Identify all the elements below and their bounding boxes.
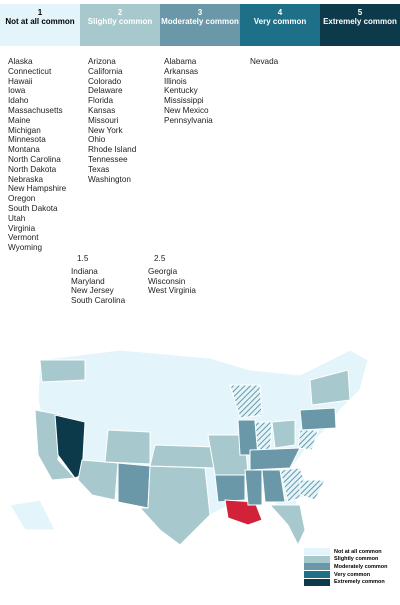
scale-number: 1 (37, 8, 43, 17)
state-name: Mississippi (164, 96, 204, 106)
legend-swatch (304, 578, 330, 586)
scale-label: Extremely common (323, 17, 397, 26)
state-name: Ohio (88, 135, 106, 145)
state-name: Arizona (88, 57, 116, 66)
legend-label: Extremely common (334, 579, 385, 586)
state-name: Maryland (71, 276, 105, 286)
scale-label: Slightly common (87, 17, 153, 26)
state-name: Delaware (88, 86, 123, 96)
state-column: 2.5 Georgia Wisconsin West Virginia (148, 254, 196, 296)
us-map (9, 349, 369, 547)
state-column: Arizona California Colorado Delaware Florida… (88, 57, 136, 184)
legend-label: Very common (334, 571, 371, 578)
scale-label: Not at all common (5, 17, 75, 26)
legend-item: Extremely common (304, 578, 387, 586)
legend-label: Slightly common (334, 556, 379, 563)
state-name: California (88, 66, 123, 76)
state-name: Alabama (164, 57, 197, 66)
state-name: Kansas (88, 105, 116, 115)
state-name: Virginia (8, 223, 36, 233)
group-number: 2.5 (154, 254, 166, 263)
legend-swatch (304, 563, 330, 571)
state-name: New Jersey (71, 286, 114, 296)
state-name: Arkansas (164, 66, 199, 76)
legend-swatch (304, 548, 330, 556)
state-name: Minnesota (8, 135, 46, 145)
state-name: New Mexico (164, 105, 209, 115)
state-name: Michigan (8, 125, 41, 135)
state-name: Indiana (71, 266, 98, 276)
state-name: Alaska (8, 57, 33, 66)
scale-box: 4 Very common (240, 4, 320, 46)
state-name: Florida (88, 96, 114, 106)
state-name: Pennsylvania (164, 115, 213, 125)
legend-label: Moderately common (334, 563, 388, 570)
legend-item: Moderately common (304, 563, 387, 571)
state-name: South Dakota (8, 203, 58, 213)
scale-number: 3 (197, 8, 203, 17)
legend-swatch (304, 571, 330, 579)
state-name: West Virginia (148, 286, 196, 296)
state-column: Alaska Connecticut Hawaii Iowa Idaho Massachu… (8, 57, 66, 253)
state-name: Missouri (88, 115, 119, 125)
scale-label: Moderately common (161, 17, 239, 26)
state-column: 1.5 Indiana Maryland New Jersey South Caroli… (71, 254, 125, 306)
scale-number: 2 (117, 8, 123, 17)
scale-box: 3 Moderately common (160, 4, 240, 46)
state-name: New York (88, 125, 123, 135)
state-name: Montana (8, 145, 40, 155)
state-name: Rhode Island (88, 145, 137, 155)
legend-item: Slightly common (304, 555, 387, 564)
state-name: Massachusetts (8, 105, 63, 115)
state-name: Connecticut (8, 66, 52, 76)
scale-number: 4 (277, 8, 283, 17)
state-name: South Carolina (71, 296, 126, 306)
state-name: Illinois (164, 76, 187, 86)
legend-label: Not at all common (334, 548, 382, 555)
state-name: North Carolina (8, 154, 61, 164)
state-name: Wisconsin (148, 276, 186, 286)
scale-header: 1 Not at all common 2 Slightly common 3 Moder… (0, 4, 400, 46)
state-name: Kentucky (164, 86, 198, 96)
state-name: Idaho (8, 96, 29, 106)
state-column: Alabama Arkansas Illinois Kentucky Mississip… (164, 57, 213, 126)
state-name: Texas (88, 164, 110, 174)
state-name: Wyoming (8, 243, 43, 253)
state-name: Utah (8, 213, 26, 223)
scale-number: 5 (357, 8, 363, 17)
state-name: Hawaii (8, 76, 33, 86)
state-name: Tennessee (88, 154, 128, 164)
state-name: Vermont (8, 233, 39, 243)
state-name: Washington (88, 174, 131, 184)
scale-box: 2 Slightly common (80, 4, 160, 46)
scale-label: Very common (253, 17, 307, 26)
state-name: Oregon (8, 194, 36, 204)
state-name: New Hampshire (8, 184, 67, 194)
legend-item: Very common (304, 571, 387, 579)
state-name: Nevada (250, 57, 279, 66)
scale-box: 5 Extremely common (320, 4, 400, 46)
state-column: Nevada (250, 57, 278, 67)
state-name: North Dakota (8, 164, 57, 174)
state-name: Colorado (88, 76, 122, 86)
state-name: Georgia (148, 266, 178, 276)
scale-box: 1 Not at all common (0, 4, 80, 46)
state-name: Nebraska (8, 174, 44, 184)
state-name: Maine (8, 115, 31, 125)
state-name: Iowa (8, 86, 26, 96)
legend: Not at all common Slightly common Moderate… (304, 548, 387, 586)
group-number: 1.5 (77, 254, 89, 263)
legend-swatch (304, 555, 330, 563)
legend-item: Not at all common (304, 548, 387, 556)
